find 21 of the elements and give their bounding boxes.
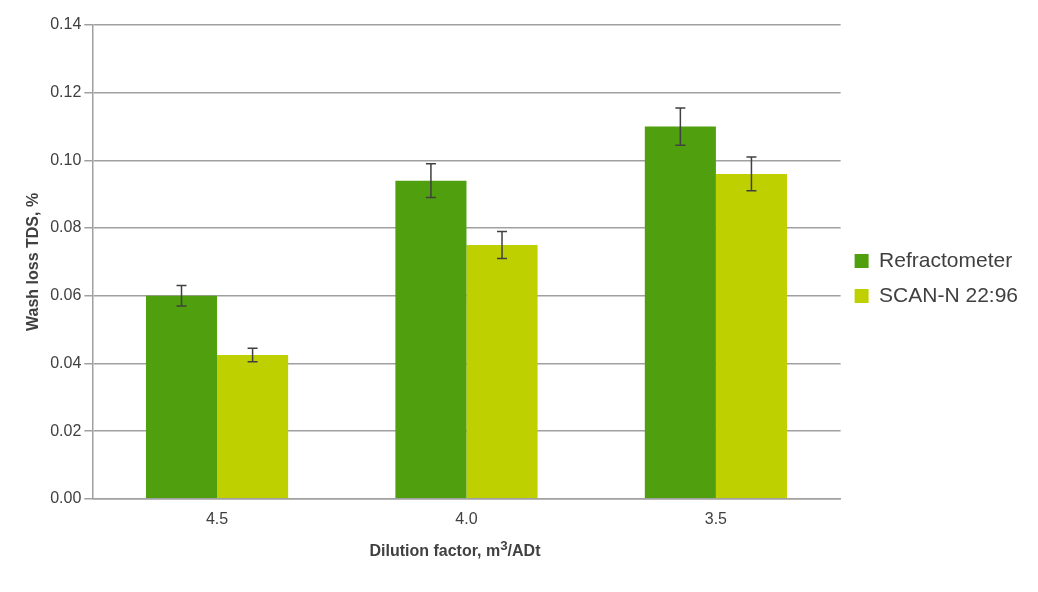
y-tick-label: 0.00 <box>50 489 82 507</box>
y-tick-label: 0.06 <box>50 286 82 304</box>
x-axis-title: Dilution factor, m$^{3}$/ADt <box>368 538 542 561</box>
bar <box>466 244 538 499</box>
y-tick-label: 0.04 <box>50 353 82 371</box>
x-tick-label: 4.5 <box>205 509 229 527</box>
y-tick-label: 0.10 <box>50 150 82 168</box>
legend-label: SCAN-N 22:96 <box>879 282 1018 306</box>
legend-label: Refractometer <box>879 247 1013 271</box>
bar <box>217 354 289 499</box>
y-tick-label: 0.12 <box>50 83 82 101</box>
bar <box>715 173 787 499</box>
y-tick-label: 0.02 <box>50 421 82 439</box>
x-tick-label: 3.5 <box>704 509 728 527</box>
bar <box>145 295 218 499</box>
x-tick-label: 4.0 <box>455 509 478 527</box>
y-axis-title: Wash loss TDS, % <box>24 192 42 331</box>
y-tick-label: 0.14 <box>50 15 82 33</box>
bar <box>395 180 467 499</box>
y-tick-label: 0.08 <box>50 218 82 236</box>
bar <box>644 126 716 499</box>
